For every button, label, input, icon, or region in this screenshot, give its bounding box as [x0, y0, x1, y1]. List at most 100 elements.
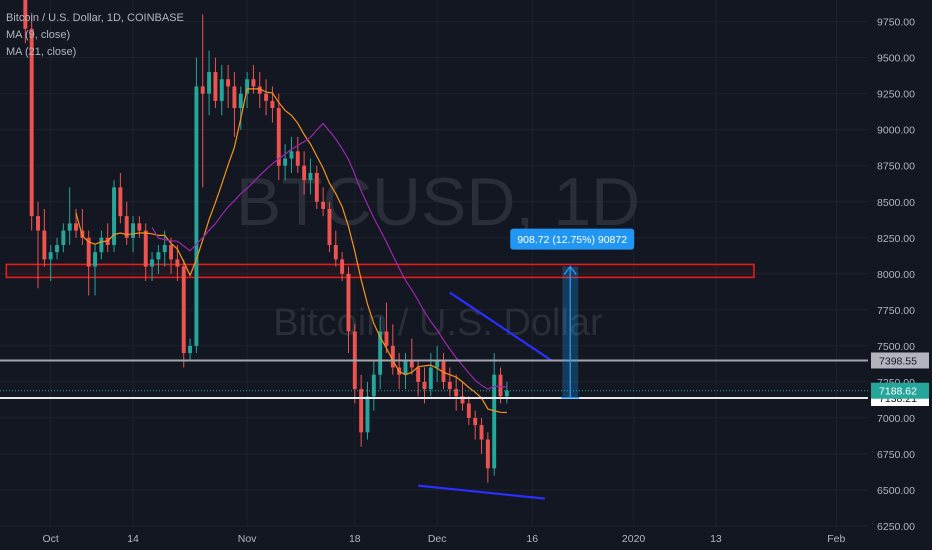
candle	[289, 136, 294, 173]
candle-body	[124, 216, 129, 238]
x-tick-label: 18	[349, 533, 361, 545]
candle-body	[435, 360, 440, 368]
candle-body	[314, 172, 319, 202]
legend-symbol[interactable]: Bitcoin / U.S. Dollar, 1D, COINBASE	[6, 12, 184, 24]
candle-body	[447, 381, 452, 390]
candle-body	[441, 360, 446, 382]
candle	[479, 417, 484, 454]
candle-body	[181, 266, 186, 354]
candle-body	[188, 345, 193, 354]
candle	[447, 367, 452, 397]
candle-body	[99, 237, 104, 253]
ma-21-line	[151, 122, 507, 390]
candle-body	[346, 273, 351, 332]
y-tick-label: 8000.00	[877, 269, 915, 281]
candle-body	[333, 244, 338, 260]
candle-body	[207, 72, 212, 94]
x-tick-label: Nov	[238, 533, 257, 545]
candle	[238, 86, 243, 130]
candle-body	[390, 345, 395, 368]
candle	[93, 244, 98, 296]
candle-body	[340, 259, 345, 274]
candle	[340, 252, 345, 282]
candle-body	[485, 439, 490, 469]
x-tick-label: 13	[710, 533, 722, 545]
candle	[175, 244, 180, 282]
candle	[112, 180, 117, 253]
candle-body	[74, 223, 78, 231]
candle	[276, 93, 281, 181]
candle	[67, 187, 72, 245]
candle	[327, 201, 332, 253]
candle	[441, 353, 446, 390]
candle-body	[359, 389, 364, 433]
candle	[384, 302, 389, 354]
candle-body	[156, 252, 161, 260]
candle	[492, 353, 497, 476]
candle-body	[460, 396, 465, 404]
legend-ma-9[interactable]: MA (9, close)	[6, 29, 71, 41]
candle	[283, 144, 288, 181]
candles	[23, 0, 509, 483]
candle-body	[428, 367, 433, 390]
x-tick-label: Dec	[428, 533, 447, 545]
price-label-box	[871, 352, 929, 369]
price-axis[interactable]: 9750.00 9500.00 9250.00 9000.00 8750.00 8500.…	[871, 17, 929, 533]
watermark-name: Bitcoin / U.S. Dollar	[273, 302, 603, 344]
candle-body	[378, 331, 383, 375]
candle	[29, 14, 34, 231]
candle-body	[321, 201, 326, 209]
candle-body	[118, 187, 123, 217]
candle	[295, 136, 300, 173]
candle	[194, 57, 199, 354]
watermark-ticker: BTCUSD, 1D	[236, 164, 640, 240]
candle	[118, 172, 123, 224]
candle-body	[232, 86, 237, 109]
candle-body	[67, 223, 72, 231]
candle-body	[270, 100, 275, 109]
candle-body	[409, 360, 414, 368]
candle-body	[251, 79, 256, 87]
candle	[207, 50, 212, 116]
legend: Bitcoin / U.S. Dollar, 1D, COINBASE MA (…	[6, 10, 184, 61]
candle-body	[403, 360, 408, 375]
candle	[378, 317, 383, 390]
legend-ma-21[interactable]: MA (21, close)	[6, 46, 77, 58]
candle	[302, 151, 307, 195]
candle-body	[162, 244, 167, 253]
measure-label: 908.72 (12.75%) 90872	[517, 234, 627, 246]
candle-body	[112, 187, 117, 245]
candle-body	[86, 237, 91, 267]
y-tick-label: 7000.00	[877, 413, 915, 425]
candle	[321, 187, 326, 217]
y-tick-label: 6250.00	[877, 521, 915, 533]
candle-body	[194, 86, 199, 346]
candle	[213, 57, 218, 109]
candle	[270, 86, 275, 123]
candle	[80, 208, 85, 245]
candle	[359, 374, 364, 447]
time-axis[interactable]: Oct 14 Nov 18 Dec 16 2020 13 Feb	[43, 533, 846, 545]
current-price-label: 7188.62	[879, 386, 917, 398]
candle	[390, 324, 395, 375]
candle-body	[245, 79, 250, 94]
candle-body	[213, 72, 218, 101]
candle-body	[23, 0, 28, 29]
candle-body	[276, 108, 281, 166]
y-tick-label: 8250.00	[877, 233, 915, 245]
candle-body	[264, 93, 269, 101]
y-tick-label: 7750.00	[877, 305, 915, 317]
candle	[42, 208, 47, 267]
candle-body	[219, 79, 224, 101]
candle-body	[422, 381, 427, 390]
x-tick-label: 2020	[622, 533, 646, 545]
candle-body	[492, 374, 497, 469]
watermark: BTCUSD, 1D Bitcoin / U.S. Dollar	[236, 164, 640, 344]
candle	[150, 252, 155, 282]
candle-body	[137, 223, 142, 231]
current-price-box	[871, 382, 929, 399]
candle-body	[175, 259, 180, 267]
candle-body	[371, 374, 376, 397]
candle-body	[308, 172, 313, 181]
